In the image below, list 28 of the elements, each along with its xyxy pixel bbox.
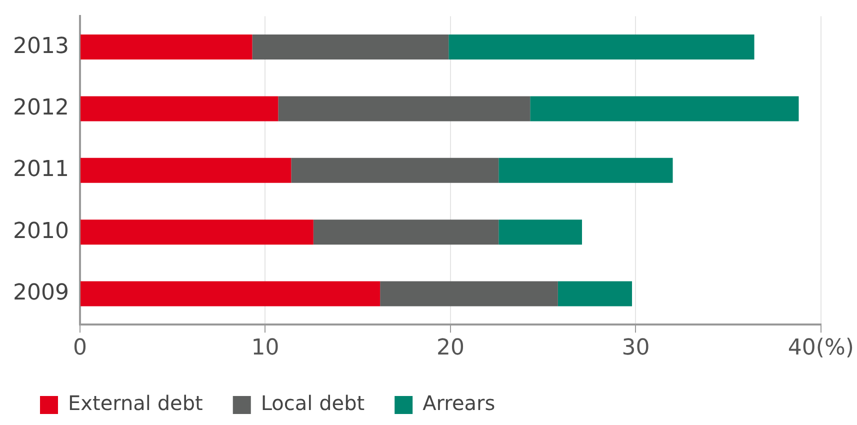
bar (80, 158, 292, 183)
x-tick-label: 40(%) (788, 336, 854, 361)
bar (252, 34, 449, 60)
bar (278, 96, 530, 122)
x-tick-label: 0 (72, 336, 87, 361)
x-tick-label: 30 (622, 336, 650, 361)
bar (448, 34, 754, 60)
bar (558, 281, 632, 306)
y-tick-label: 2013 (12, 34, 69, 59)
bar (291, 158, 499, 183)
bar (498, 220, 582, 245)
bar (80, 220, 314, 245)
bar (313, 220, 499, 245)
legend-label: Local debt (260, 391, 365, 416)
bar (80, 34, 252, 60)
legend-label: External debt (68, 391, 204, 416)
x-tick-label: 20 (436, 336, 464, 361)
bar (498, 158, 673, 183)
y-tick-label: 2011 (12, 157, 69, 182)
bar (530, 96, 799, 122)
bar (80, 281, 380, 306)
legend-label: Arrears (422, 391, 496, 416)
bar (80, 96, 278, 122)
y-tick-label: 2012 (12, 95, 69, 120)
y-tick-label: 2009 (12, 280, 69, 306)
bar (380, 281, 558, 306)
y-tick-label: 2010 (12, 218, 69, 244)
x-tick-label: 10 (251, 336, 280, 361)
